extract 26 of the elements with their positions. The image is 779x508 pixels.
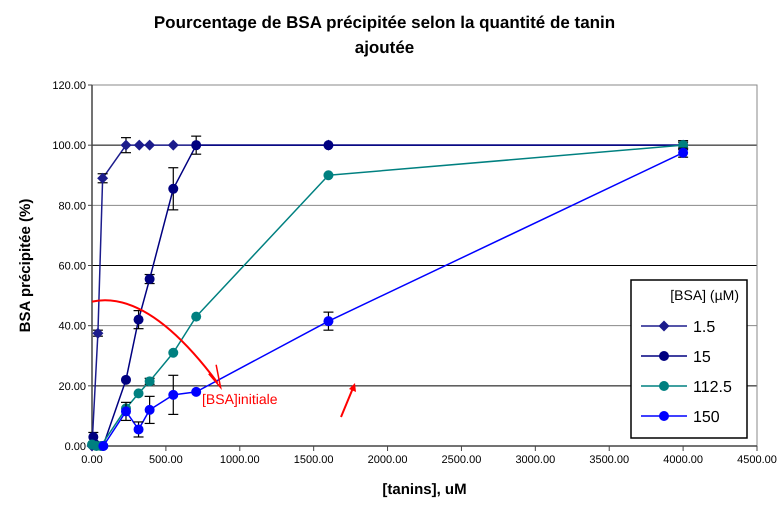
x-tick-label: 1500.00	[294, 454, 334, 466]
legend-label: 112.5	[693, 379, 732, 396]
x-tick-label: 500.00	[149, 454, 183, 466]
x-axis-title: [tanins], uM	[382, 481, 467, 498]
x-tick-label: 4500.00	[737, 454, 777, 466]
x-tick-label: 4000.00	[663, 454, 703, 466]
y-tick-label: 60.00	[58, 260, 86, 272]
y-tick-label: 20.00	[58, 380, 86, 393]
y-tick-label: 40.00	[58, 320, 86, 333]
y-tick-label: 120.00	[52, 80, 86, 92]
chart-title: Pourcentage de BSA précipitée selon la quantité de tanin ajoutée	[154, 13, 616, 57]
y-tick-label: 0.00	[64, 441, 86, 453]
annotation: [BSA]initiale	[202, 390, 278, 407]
y-tick-label: 80.00	[58, 200, 86, 212]
x-tick-label: 0.00	[81, 454, 103, 466]
x-tick-label: 2500.00	[442, 454, 482, 466]
x-tick-label: 3500.00	[589, 454, 630, 466]
y-axis-title: BSA précipitée (%)	[17, 198, 34, 332]
legend-label: 1.5	[693, 319, 716, 336]
x-tick-label: 2000.00	[368, 454, 408, 466]
x-tick-label: 3000.00	[515, 454, 556, 466]
legend-label: 150	[693, 409, 720, 426]
legend-title: [BSA] (µM)	[670, 287, 739, 303]
y-tick-label: 100.00	[52, 140, 86, 152]
x-tick-label: 1000.00	[220, 454, 260, 466]
legend-label: 15	[693, 349, 711, 366]
